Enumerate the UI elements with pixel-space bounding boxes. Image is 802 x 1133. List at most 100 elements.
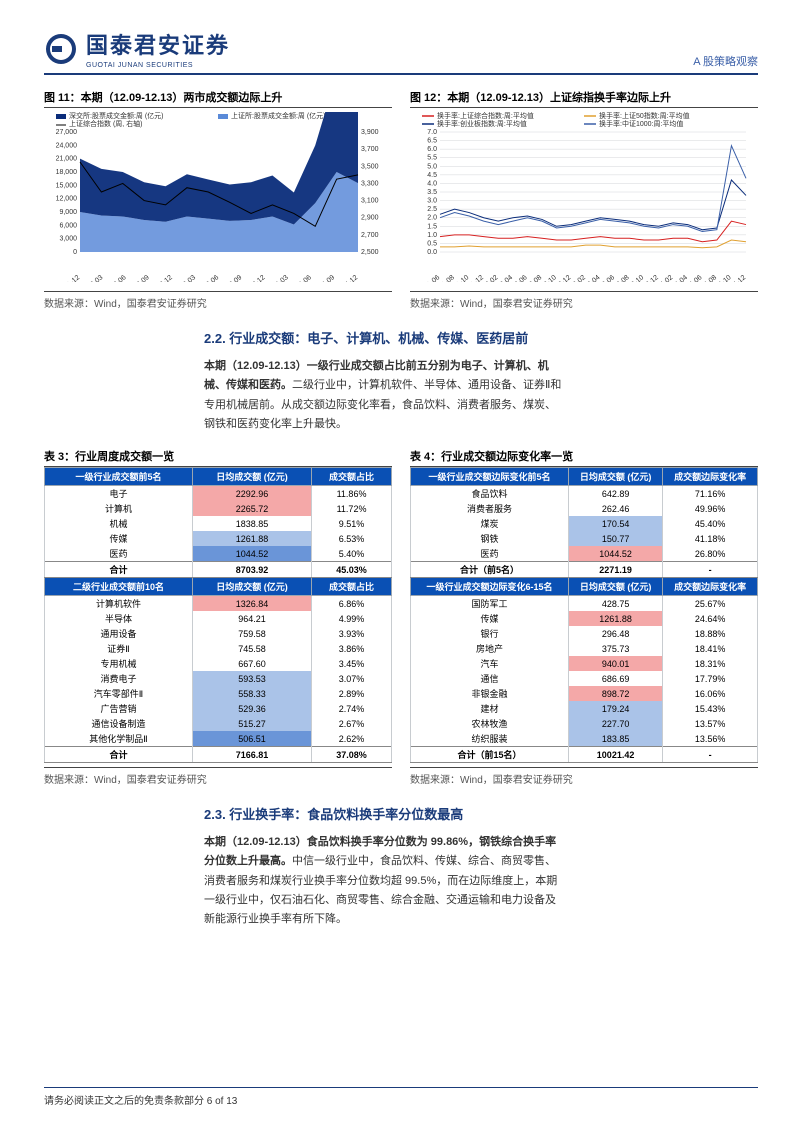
svg-text:深交所:股票成交金额:周 (亿元): 深交所:股票成交金额:周 (亿元) — [69, 112, 164, 120]
table-header-cell: 日均成交额 (亿元) — [192, 468, 311, 486]
table-header-cell: 成交额边际变化率 — [663, 468, 758, 486]
svg-text:2024-09: 2024-09 — [312, 274, 336, 282]
table-4-title: 表 4：行业成交额边际变化率一览 — [410, 448, 758, 467]
logo-text-cn: 国泰君安证券 — [86, 28, 230, 60]
table-header-cell: 二级行业成交额前10名 — [45, 578, 193, 596]
table-row: 其他化学制品Ⅱ506.512.62% — [45, 731, 392, 747]
svg-text:2023-06: 2023-06 — [196, 274, 220, 282]
table-header-cell: 成交额边际变化率 — [663, 578, 758, 596]
header-right: A 股策略观察 — [693, 53, 758, 69]
svg-text:2022-09: 2022-09 — [127, 274, 151, 282]
svg-text:换手率:上证综合指数:周:平均值: 换手率:上证综合指数:周:平均值 — [437, 112, 534, 120]
svg-text:换手率:上证50指数:周:平均值: 换手率:上证50指数:周:平均值 — [599, 112, 690, 120]
svg-text:2,700: 2,700 — [361, 232, 379, 239]
table-row: 非银金融898.7216.06% — [411, 686, 758, 701]
svg-text:3,900: 3,900 — [361, 129, 379, 136]
svg-text:2023-03: 2023-03 — [173, 274, 197, 282]
figure-11-title: 图 11：本期（12.09-12.13）两市成交额边际上升 — [44, 89, 392, 108]
table-row: 汽车零部件Ⅱ558.332.89% — [45, 686, 392, 701]
table-total-row: 合计（前5名）2271.19- — [411, 562, 758, 578]
table-header-cell: 日均成交额 (亿元) — [568, 578, 662, 596]
table-header-cell: 一级行业成交额边际变化6-15名 — [411, 578, 569, 596]
svg-text:2022-06: 2022-06 — [103, 274, 127, 282]
table-row: 农林牧渔227.7013.57% — [411, 716, 758, 731]
table-row: 房地产375.7318.41% — [411, 641, 758, 656]
table-row: 通信686.6917.79% — [411, 671, 758, 686]
table-row: 煤炭170.5445.40% — [411, 516, 758, 531]
svg-text:9,000: 9,000 — [59, 209, 77, 216]
table-row: 纺织服装183.8513.56% — [411, 731, 758, 747]
svg-text:换手率:创业板指数:周:平均值: 换手率:创业板指数:周:平均值 — [437, 119, 527, 128]
svg-text:21,000: 21,000 — [56, 156, 78, 163]
figure-11-chart: 深交所:股票成交金额:周 (亿元) 上证所:股票成交金额:周 (亿元) 上证综合指数… — [44, 112, 392, 282]
svg-text:2024-03: 2024-03 — [266, 274, 290, 282]
svg-text:5.0: 5.0 — [427, 163, 437, 170]
table-3-title: 表 3：行业周度成交额一览 — [44, 448, 392, 467]
table-header-cell: 一级行业成交额边际变化前5名 — [411, 468, 569, 486]
svg-text:2022-03: 2022-03 — [80, 274, 104, 282]
section-2-3-heading: 2.3. 行业换手率：食品饮料换手率分位数最高 — [44, 804, 758, 823]
svg-text:2023-09: 2023-09 — [219, 274, 243, 282]
table-row: 传媒1261.8824.64% — [411, 611, 758, 626]
svg-text:3.5: 3.5 — [427, 189, 437, 196]
svg-text:3,100: 3,100 — [361, 198, 379, 205]
svg-text:上证综合指数 (周, 右轴): 上证综合指数 (周, 右轴) — [69, 119, 143, 128]
table-row: 计算机2265.7211.72% — [45, 501, 392, 516]
svg-text:27,000: 27,000 — [56, 129, 78, 136]
figure-12-title: 图 12：本期（12.09-12.13）上证综指换手率边际上升 — [410, 89, 758, 108]
svg-text:2022-12: 2022-12 — [150, 274, 174, 282]
table-row: 消费电子593.533.07% — [45, 671, 392, 686]
logo-text-en: GUOTAI JUNAN SECURITIES — [86, 62, 230, 69]
figure-12-chart: 换手率:上证综合指数:周:平均值 换手率:上证50指数:周:平均值换手率:创业板指… — [410, 112, 758, 282]
page-header: 国泰君安证券 GUOTAI JUNAN SECURITIES A 股策略观察 — [44, 28, 758, 75]
svg-text:3.0: 3.0 — [427, 198, 437, 205]
svg-text:2021-06: 2021-06 — [417, 274, 441, 282]
table-row: 传媒1261.886.53% — [45, 531, 392, 546]
table-3: 一级行业成交额前5名日均成交额 (亿元)成交额占比电子2292.9611.86%… — [44, 467, 392, 763]
table-row: 汽车940.0118.31% — [411, 656, 758, 671]
table-total-row: 合计7166.8137.08% — [45, 747, 392, 763]
svg-text:0.5: 0.5 — [427, 240, 437, 247]
table-header-cell: 日均成交额 (亿元) — [568, 468, 662, 486]
svg-text:3,000: 3,000 — [59, 236, 77, 243]
svg-text:2.5: 2.5 — [427, 206, 437, 213]
svg-text:3,500: 3,500 — [361, 163, 379, 170]
svg-text:12,000: 12,000 — [56, 196, 78, 203]
table-total-row: 合计（前15名）10021.42- — [411, 747, 758, 763]
svg-text:6.0: 6.0 — [427, 146, 437, 153]
table-row: 医药1044.5226.80% — [411, 546, 758, 562]
table-row: 证券Ⅱ745.583.86% — [45, 641, 392, 656]
table-row: 计算机软件1326.846.86% — [45, 596, 392, 612]
svg-text:2023-12: 2023-12 — [242, 274, 266, 282]
svg-text:24,000: 24,000 — [56, 142, 78, 149]
table-header-cell: 成交额占比 — [312, 468, 392, 486]
svg-text:2,500: 2,500 — [361, 249, 379, 256]
table-row: 建材179.2415.43% — [411, 701, 758, 716]
svg-text:0: 0 — [73, 249, 77, 256]
svg-text:上证所:股票成交金额:周 (亿元): 上证所:股票成交金额:周 (亿元) — [231, 112, 326, 120]
svg-text:7.0: 7.0 — [427, 129, 437, 136]
svg-text:4.0: 4.0 — [427, 180, 437, 187]
svg-text:6,000: 6,000 — [59, 222, 77, 229]
table-row: 银行296.4818.88% — [411, 626, 758, 641]
table-row: 消费者服务262.4649.96% — [411, 501, 758, 516]
svg-text:2024-12: 2024-12 — [335, 274, 359, 282]
logo-icon — [44, 32, 78, 66]
svg-text:18,000: 18,000 — [56, 169, 78, 176]
section-2-3-para: 本期（12.09-12.13）食品饮料换手率分位数为 99.86%，钢铁综合换手… — [44, 833, 564, 929]
table-row: 机械1838.859.51% — [45, 516, 392, 531]
table-row: 广告营销529.362.74% — [45, 701, 392, 716]
svg-text:1.0: 1.0 — [427, 232, 437, 239]
figure-12-source: 数据来源：Wind，国泰君安证券研究 — [410, 291, 758, 310]
table-row: 食品饮料642.8971.16% — [411, 486, 758, 502]
table-row: 钢铁150.7741.18% — [411, 531, 758, 546]
svg-text:2021-12: 2021-12 — [57, 274, 81, 282]
footer: 请务必阅读正文之后的免责条款部分 6 of 13 — [44, 1087, 758, 1107]
svg-text:换手率:中证1000:周:平均值: 换手率:中证1000:周:平均值 — [599, 119, 683, 128]
svg-text:15,000: 15,000 — [56, 182, 78, 189]
svg-text:6.5: 6.5 — [427, 138, 437, 145]
table-header-cell: 一级行业成交额前5名 — [45, 468, 193, 486]
table-header-cell: 日均成交额 (亿元) — [192, 578, 311, 596]
table-row: 专用机械667.603.45% — [45, 656, 392, 671]
table-header-cell: 成交额占比 — [312, 578, 392, 596]
